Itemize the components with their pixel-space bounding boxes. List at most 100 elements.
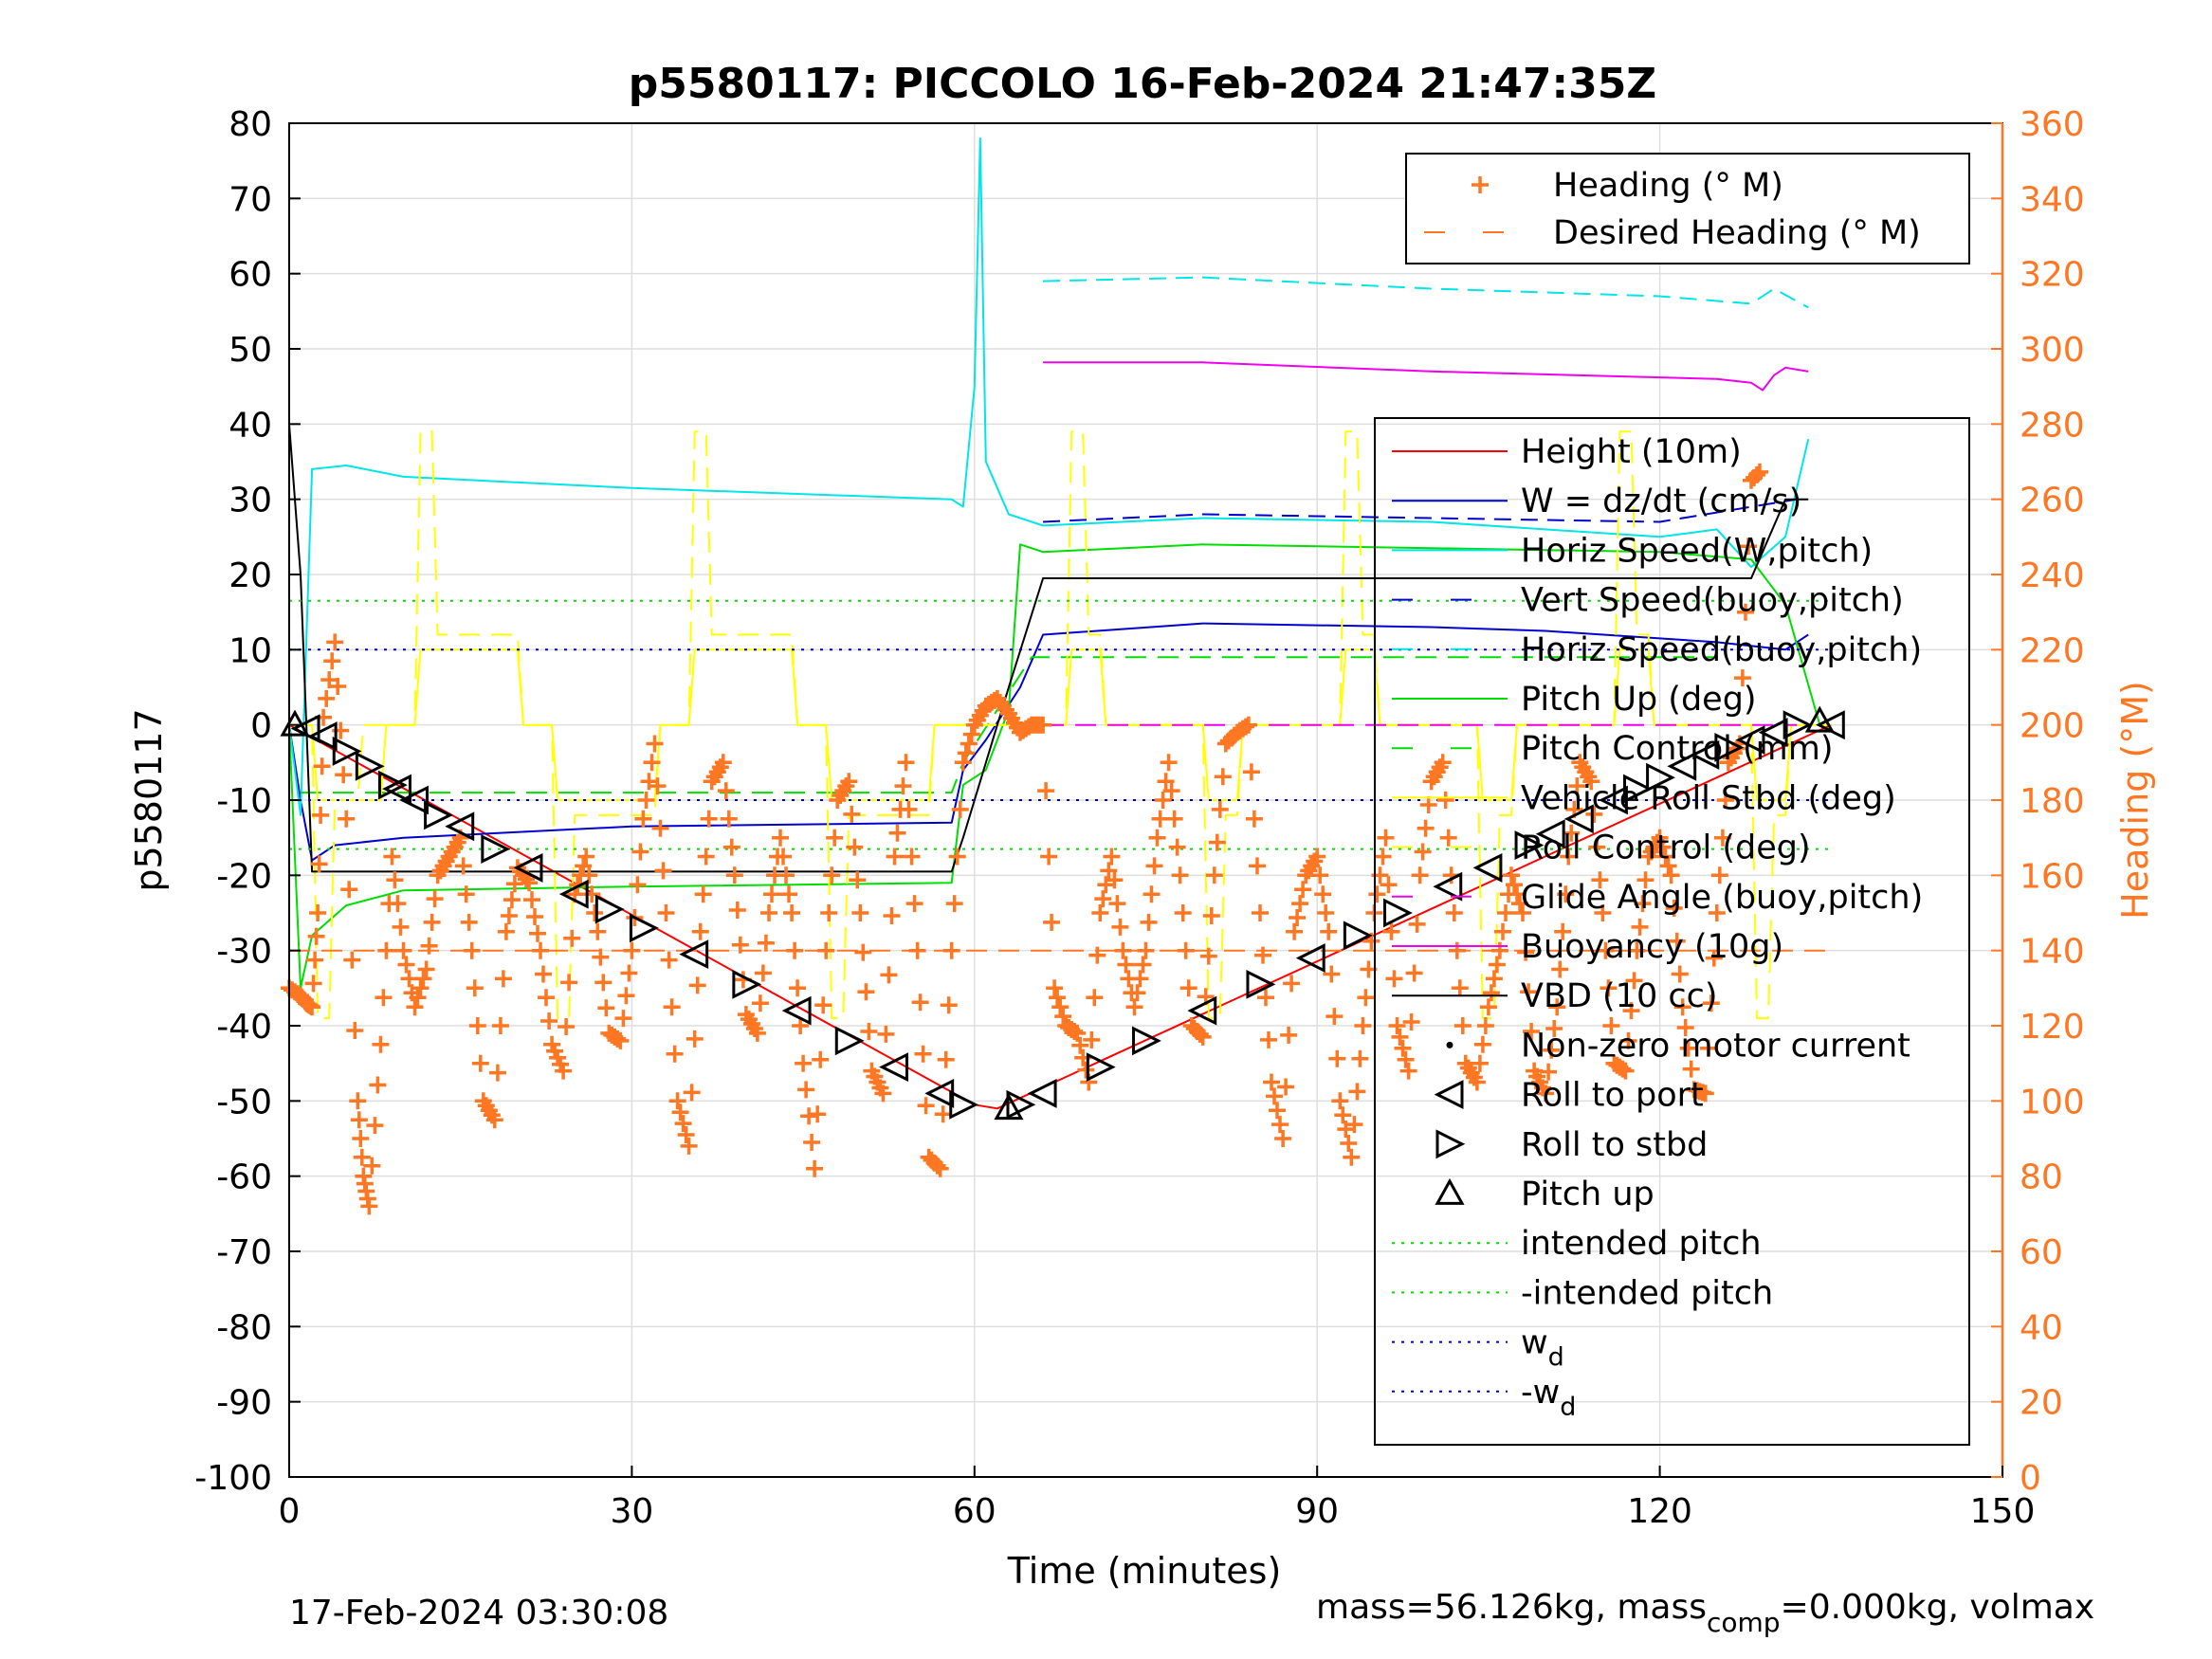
roll-stbd-marker xyxy=(732,969,762,999)
heading-point xyxy=(1676,1019,1694,1036)
heading-point xyxy=(1086,989,1104,1007)
heading-point xyxy=(1622,1002,1640,1020)
roll-port-marker xyxy=(558,879,589,909)
heading-point xyxy=(1317,904,1335,921)
legend-entry: Non-zero motor current xyxy=(1521,1027,1910,1065)
heading-point xyxy=(1399,1062,1417,1080)
heading-point xyxy=(1434,754,1452,772)
heading-point xyxy=(1751,463,1768,481)
heading-point xyxy=(558,1018,576,1035)
heading-point xyxy=(897,754,915,772)
heading-point xyxy=(1451,979,1469,997)
legend-swatch xyxy=(1435,1129,1466,1159)
heading-point xyxy=(335,766,353,784)
legend-top-box xyxy=(1405,153,1970,264)
heading-point xyxy=(1034,716,1052,734)
heading-point xyxy=(809,1105,827,1123)
heading-point xyxy=(1348,1083,1366,1101)
heading-point xyxy=(951,800,969,818)
heading-point xyxy=(1543,1041,1561,1059)
heading-point xyxy=(854,943,872,961)
heading-point xyxy=(1168,838,1186,856)
heading-point xyxy=(1077,1061,1095,1079)
heading-point xyxy=(691,922,709,940)
heading-point xyxy=(1108,895,1126,913)
heading-point xyxy=(526,908,543,925)
heading-point xyxy=(500,907,518,924)
heading-point xyxy=(629,876,647,894)
heading-point xyxy=(1506,876,1523,894)
heading-point xyxy=(1260,1030,1277,1048)
heading-point xyxy=(1202,907,1220,924)
legend-entry: -intended pitch xyxy=(1521,1274,1773,1312)
heading-point xyxy=(1266,1087,1283,1105)
heading-point xyxy=(1340,1135,1358,1152)
heading-point xyxy=(1351,1049,1369,1067)
heading-point xyxy=(917,1097,935,1115)
y-tick-label: 60 xyxy=(229,256,272,295)
heading-point xyxy=(1334,1106,1352,1124)
heading-point xyxy=(1277,1078,1295,1096)
heading-point xyxy=(900,800,918,818)
heading-point xyxy=(1148,829,1166,847)
heading-point xyxy=(1548,998,1566,1016)
legend-entry: Horiz Speed(W,pitch) xyxy=(1521,532,1873,570)
heading-point xyxy=(1557,885,1575,903)
heading-point xyxy=(1382,922,1400,940)
y2-tick-label: 60 xyxy=(2020,1233,2063,1272)
heading-point xyxy=(1508,885,1526,903)
heading-point xyxy=(1239,716,1257,734)
heading-point xyxy=(505,875,523,893)
roll-port-marker xyxy=(513,852,543,883)
series-line xyxy=(1043,276,1809,309)
heading-point xyxy=(654,862,672,880)
roll-stbd-marker xyxy=(1782,710,1813,740)
y2-tick-label: 180 xyxy=(2020,782,2085,821)
heading-point xyxy=(454,857,472,875)
heading-point xyxy=(780,885,797,903)
heading-point xyxy=(697,848,715,866)
heading-point xyxy=(1705,949,1723,967)
x-tick-label: 0 xyxy=(279,1492,301,1531)
footer-mass-sub: comp xyxy=(1707,1607,1781,1638)
heading-point xyxy=(369,1076,387,1094)
heading-point xyxy=(905,895,923,913)
y-tick-label: -80 xyxy=(216,1308,272,1347)
heading-point xyxy=(589,922,607,940)
heading-point xyxy=(1710,866,1728,884)
heading-point xyxy=(1337,1121,1355,1139)
heading-point xyxy=(1143,885,1161,903)
heading-point xyxy=(1537,1085,1555,1103)
heading-point xyxy=(468,1017,486,1034)
heading-point xyxy=(680,1137,698,1155)
heading-point xyxy=(748,1024,766,1042)
heading-point xyxy=(714,754,732,772)
heading-point xyxy=(1385,970,1403,988)
legend-entry: Pitch up xyxy=(1521,1176,1654,1213)
heading-point xyxy=(349,1092,367,1110)
heading-point xyxy=(363,1157,381,1175)
heading-point xyxy=(1523,1023,1541,1040)
heading-point xyxy=(725,866,743,884)
heading-point xyxy=(1269,1102,1286,1120)
roll-stbd-marker xyxy=(834,1026,865,1056)
x-axis-label: Time (minutes) xyxy=(1007,1550,1282,1592)
legend-entry: Roll to port xyxy=(1521,1077,1704,1115)
heading-point xyxy=(488,1064,506,1082)
heading-point xyxy=(1408,915,1426,933)
heading-point xyxy=(1659,857,1677,875)
heading-point xyxy=(888,824,906,842)
roll-stbd-marker xyxy=(1246,969,1276,999)
y2-tick-label: 100 xyxy=(2020,1083,2085,1121)
heading-point xyxy=(1414,843,1432,861)
heading-point xyxy=(677,1126,695,1143)
legend-swatch xyxy=(1434,1080,1464,1110)
heading-point xyxy=(1331,1092,1349,1110)
heading-point xyxy=(880,966,898,984)
x-tick-label: 60 xyxy=(953,1492,996,1531)
heading-point xyxy=(1560,848,1578,866)
heading-point xyxy=(1274,1130,1292,1147)
heading-point xyxy=(1540,1063,1558,1081)
legend-heading-swatch xyxy=(1472,176,1489,193)
heading-point xyxy=(1257,989,1274,1007)
